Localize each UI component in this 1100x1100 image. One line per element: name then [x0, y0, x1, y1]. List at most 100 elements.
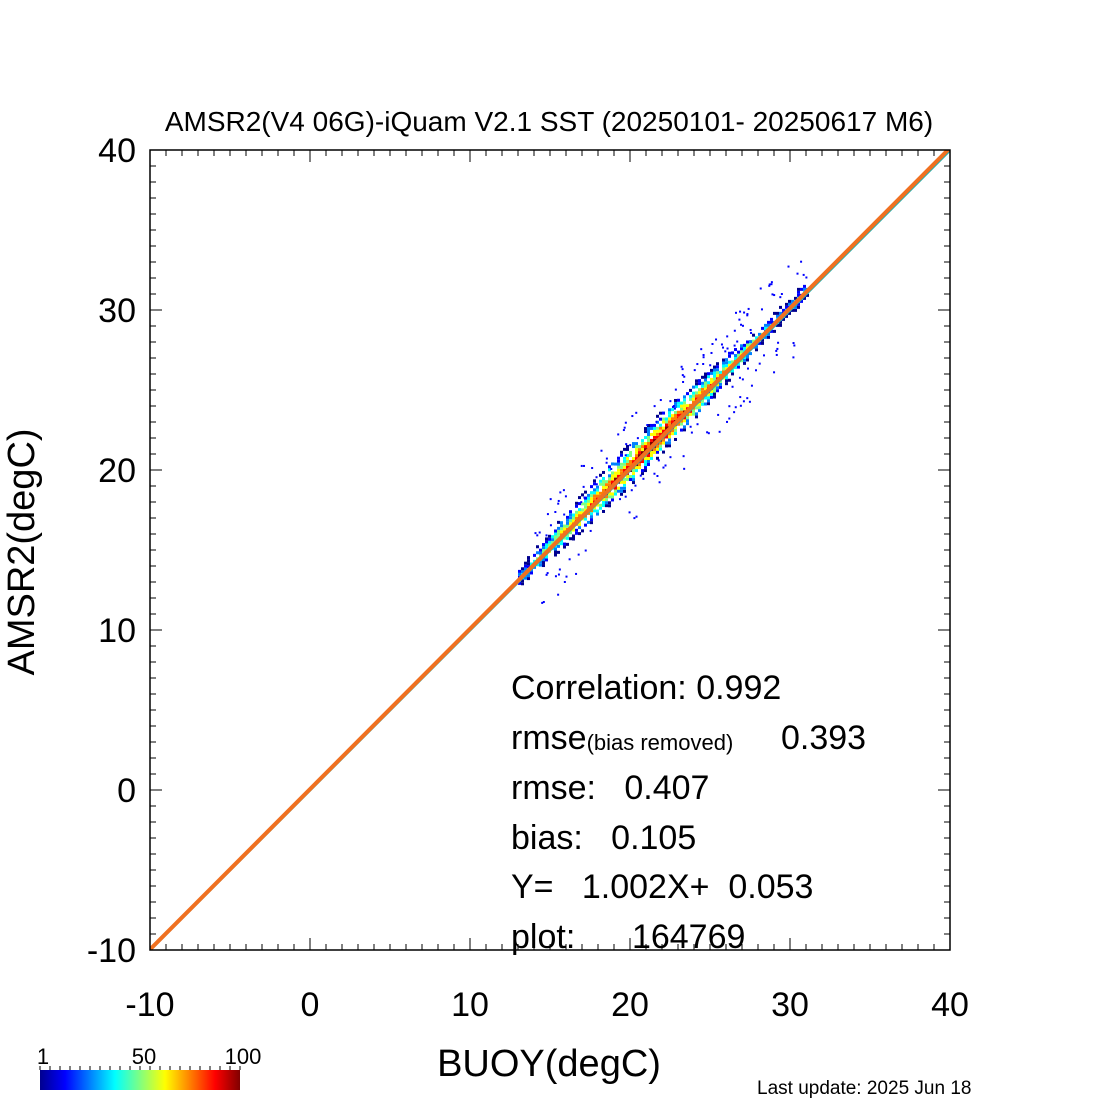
density-outlier — [682, 455, 685, 458]
density-cell — [575, 516, 578, 520]
density-cell — [695, 415, 698, 419]
density-cell — [638, 454, 641, 458]
density-cell — [587, 496, 590, 500]
density-cell — [602, 482, 605, 486]
density-cell — [617, 462, 620, 466]
density-cell — [632, 460, 635, 464]
density-cell — [698, 394, 701, 398]
density-cell — [644, 445, 647, 449]
density-cell — [569, 522, 572, 526]
density-outlier — [680, 365, 683, 368]
density-outlier — [672, 405, 675, 408]
density-cell — [587, 502, 590, 506]
density-cell — [728, 351, 731, 355]
density-outlier — [777, 341, 780, 344]
density-outlier — [758, 362, 761, 365]
density-cell — [719, 385, 722, 389]
density-cell — [626, 459, 629, 463]
density-cell — [626, 453, 629, 457]
density-cell — [578, 496, 581, 500]
density-outlier — [584, 549, 587, 552]
density-outlier — [775, 349, 778, 352]
density-cell — [797, 305, 800, 309]
density-cell — [698, 406, 701, 410]
density-cell — [698, 403, 701, 407]
density-cell — [668, 420, 671, 424]
density-cell — [605, 480, 608, 484]
density-cell — [557, 544, 560, 548]
density-outlier — [591, 467, 594, 470]
density-cell — [608, 480, 611, 484]
density-cell — [716, 365, 719, 369]
density-cell — [650, 456, 653, 460]
density-cell — [719, 382, 722, 386]
density-outlier — [805, 276, 808, 279]
density-outlier — [642, 477, 645, 480]
density-cell — [716, 371, 719, 375]
density-cell — [545, 543, 548, 547]
stat-rmse-prefix: rmse — [511, 719, 587, 757]
density-cell — [710, 368, 713, 372]
density-outlier — [773, 371, 776, 374]
density-cell — [578, 523, 581, 527]
density-cell — [620, 453, 623, 457]
density-cell — [698, 379, 701, 383]
density-cell — [647, 442, 650, 446]
x-tick-label: 40 — [931, 986, 969, 1024]
density-cell — [536, 545, 539, 549]
density-cell — [623, 459, 626, 463]
density-cell — [641, 460, 644, 464]
density-cell — [686, 413, 689, 417]
density-cell — [602, 497, 605, 501]
density-cell — [704, 384, 707, 388]
density-outlier — [770, 283, 773, 286]
density-cell — [770, 317, 773, 321]
density-cell — [653, 432, 656, 436]
density-cell — [647, 430, 650, 434]
density-cell — [659, 417, 662, 421]
density-cell — [623, 480, 626, 484]
density-outlier — [739, 396, 742, 399]
density-cell — [572, 534, 575, 538]
density-cell — [638, 445, 641, 449]
density-cell — [605, 486, 608, 490]
density-cell — [704, 396, 707, 400]
density-outlier — [656, 475, 659, 478]
density-outlier — [739, 404, 742, 407]
density-cell — [695, 385, 698, 389]
density-cell — [803, 284, 806, 288]
density-cell — [551, 541, 554, 545]
density-cell — [701, 399, 704, 403]
density-cell — [533, 553, 536, 557]
density-outlier — [738, 376, 741, 379]
density-cell — [650, 432, 653, 436]
density-cell — [581, 502, 584, 506]
density-cell — [701, 381, 704, 385]
density-cell — [713, 377, 716, 381]
density-outlier — [655, 420, 658, 423]
density-cell — [749, 352, 752, 356]
stat-fit-equation: Y= 1.002X+ 0.053 — [511, 868, 813, 906]
density-cell — [518, 581, 521, 585]
density-cell — [692, 394, 695, 398]
density-cell — [710, 389, 713, 393]
density-cell — [536, 551, 539, 555]
density-cell — [536, 563, 539, 567]
density-cell — [587, 499, 590, 503]
density-cell — [749, 340, 752, 344]
density-cell — [638, 448, 641, 452]
density-cell — [572, 528, 575, 532]
density-outlier — [746, 367, 749, 370]
density-cell — [599, 506, 602, 510]
density-outlier — [696, 363, 699, 366]
density-cell — [644, 466, 647, 470]
density-outlier — [557, 499, 560, 502]
density-outlier — [583, 496, 586, 499]
density-cell — [611, 498, 614, 502]
density-outlier — [669, 456, 672, 459]
density-cell — [770, 320, 773, 324]
density-cell — [656, 444, 659, 448]
density-cell — [614, 492, 617, 496]
density-cell — [674, 428, 677, 432]
